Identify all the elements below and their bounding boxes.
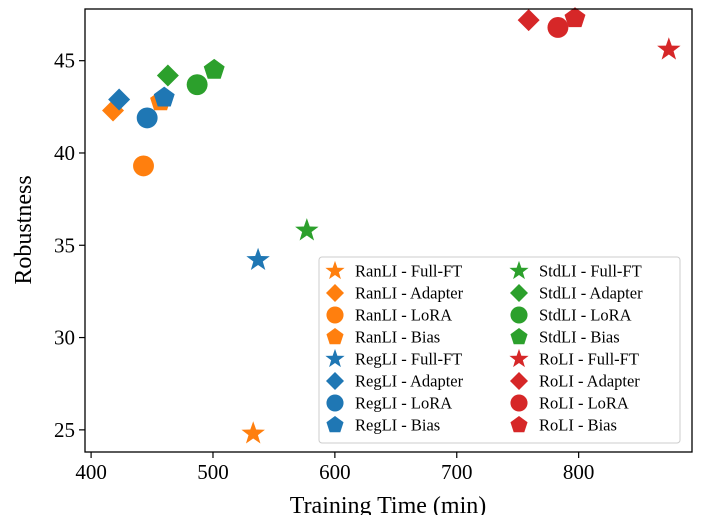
y-tick-label: 40 — [54, 141, 75, 165]
legend-marker-roli-bias — [510, 416, 528, 433]
legend-marker-stdli-full-ft — [509, 260, 529, 280]
legend-label: RanLI - LoRA — [355, 306, 452, 325]
legend-marker-roli-adapter — [510, 372, 528, 390]
legend-label: RegLI - Adapter — [355, 372, 464, 391]
legend-label: StdLI - Bias — [539, 328, 620, 347]
legend-label: RanLI - Adapter — [355, 284, 464, 303]
legend-label: RoLI - Bias — [539, 416, 617, 435]
x-tick-label: 500 — [197, 460, 229, 484]
point-regli-adapter — [108, 88, 131, 111]
point-ranli-lora — [133, 155, 154, 177]
point-regli-full-ft — [246, 247, 270, 270]
legend-label: StdLI - LoRA — [539, 306, 632, 325]
point-ranli-full-ft — [241, 421, 265, 444]
y-tick-label: 25 — [54, 418, 75, 442]
legend-marker-regli-lora — [326, 394, 344, 412]
legend-marker-ranli-adapter — [326, 284, 344, 302]
y-tick-label: 45 — [54, 49, 75, 73]
legend-label: RoLI - LoRA — [539, 394, 629, 413]
legend: RanLI - Full-FT RanLI - Adapter RanLI - Lo… — [318, 256, 681, 444]
point-regli-lora — [136, 107, 158, 129]
legend-marker-stdli-bias — [510, 328, 528, 345]
x-tick-label: 700 — [441, 460, 473, 484]
legend-marker-ranli-bias — [326, 328, 344, 345]
legend-marker-ranli-full-ft — [325, 260, 345, 280]
legend-label: RoLI - Full-FT — [539, 350, 639, 369]
point-roli-full-ft — [657, 37, 681, 60]
legend-marker-stdli-lora — [510, 306, 528, 324]
plot-frame — [84, 8, 693, 453]
legend-marker-stdli-adapter — [510, 284, 528, 302]
point-stdli-adapter — [156, 64, 179, 87]
legend-marker-regli-adapter — [326, 372, 344, 390]
legend-marker-roli-full-ft — [509, 348, 529, 368]
legend-marker-regli-full-ft — [325, 348, 345, 368]
point-stdli-bias — [203, 58, 225, 79]
legend-label: StdLI - Adapter — [539, 284, 643, 303]
point-stdli-lora — [186, 74, 208, 96]
point-stdli-full-ft — [295, 218, 319, 241]
point-regli-bias — [153, 86, 175, 107]
x-tick-label: 400 — [75, 460, 107, 484]
legend-label: RoLI - Adapter — [539, 372, 640, 391]
x-axis: 400 500 600 700 800 — [75, 452, 594, 484]
legend-label: RegLI - Bias — [355, 416, 440, 435]
legend-label: StdLI - Full-FT — [539, 262, 642, 281]
x-axis-label: Training Time (min) — [290, 493, 487, 515]
y-axis: 25 30 35 40 45 — [54, 49, 85, 442]
legend-marker-roli-lora — [510, 394, 528, 412]
y-tick-label: 30 — [54, 326, 75, 350]
x-tick-label: 600 — [319, 460, 351, 484]
legend-label: RegLI - Full-FT — [355, 350, 462, 369]
x-tick-label: 800 — [563, 460, 595, 484]
legend-label: RanLI - Full-FT — [355, 262, 462, 281]
legend-box — [318, 256, 681, 444]
legend-label: RegLI - LoRA — [355, 394, 452, 413]
point-roli-adapter — [517, 9, 540, 32]
point-roli-lora — [547, 17, 569, 38]
legend-marker-ranli-lora — [326, 306, 344, 324]
y-axis-label: Robustness — [11, 175, 37, 284]
legend-label: RanLI - Bias — [355, 328, 440, 347]
legend-marker-regli-bias — [326, 416, 344, 433]
point-roli-bias — [564, 7, 586, 28]
y-tick-label: 35 — [54, 233, 75, 257]
data-points — [102, 7, 681, 444]
